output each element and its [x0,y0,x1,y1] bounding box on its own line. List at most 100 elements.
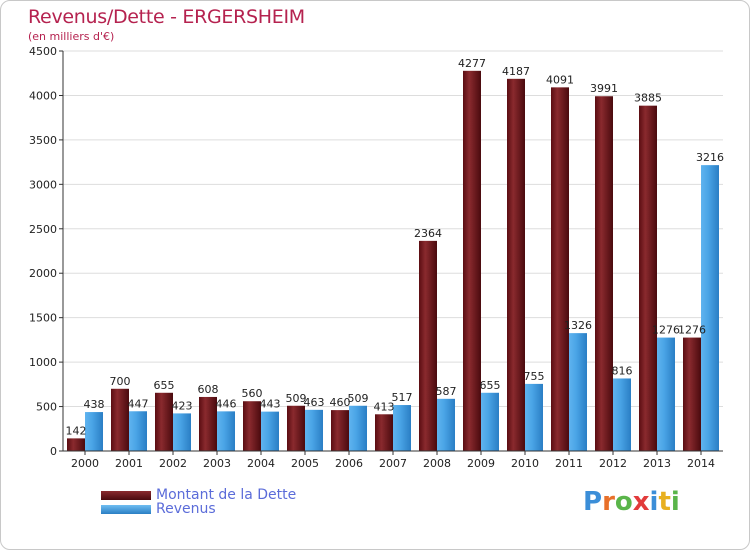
legend-item-dette: Montant de la Dette [101,487,296,503]
bar-revenus [657,337,675,451]
bar-revenus [129,411,147,451]
logo-letter: i [670,487,680,517]
x-tick-label: 2002 [159,457,187,470]
logo-letter: o [614,487,633,517]
x-tick-label: 2001 [115,457,143,470]
bar-revenus [217,411,235,451]
data-label-revenus: 443 [260,398,281,411]
bar-dette [243,401,261,451]
data-label-revenus: 438 [84,398,105,411]
bar-dette [287,405,305,451]
y-tick-label: 1500 [29,312,57,325]
x-tick-label: 2007 [379,457,407,470]
y-tick-label: 2000 [29,267,57,280]
logo-letter: r [602,487,615,517]
legend-label-revenus: Revenus [156,501,216,517]
data-label-revenus: 755 [524,370,545,383]
legend-item-revenus: Revenus [101,501,216,517]
data-label-revenus: 517 [392,391,413,404]
x-tick-label: 2008 [423,457,451,470]
logo-letter: i [649,487,659,517]
data-label-revenus: 447 [128,397,149,410]
bar-revenus [437,398,455,451]
data-label-dette: 3885 [634,92,662,105]
data-label-dette: 4091 [546,73,574,86]
bars [67,70,719,452]
bar-dette [463,70,481,452]
data-label-dette: 2364 [414,227,442,240]
data-label-revenus: 463 [304,396,325,409]
bar-dette [683,337,701,451]
x-tick-label: 2012 [599,457,627,470]
bar-dette [67,438,85,451]
data-label-dette: 655 [154,379,175,392]
x-tick-label: 2005 [291,457,319,470]
data-label-revenus: 509 [348,392,369,405]
y-tick-label: 1000 [29,356,57,369]
x-tick-label: 2006 [335,457,363,470]
data-label-dette: 608 [198,383,219,396]
bar-dette [111,388,129,451]
legend-swatch-dette [101,490,151,500]
data-label-revenus: 1276 [652,324,680,337]
bar-revenus [305,409,323,451]
x-tick-label: 2009 [467,457,495,470]
bar-revenus [481,392,499,451]
data-label-dette: 509 [286,392,307,405]
bar-revenus [85,412,103,451]
bar-revenus [393,405,411,451]
bar-revenus [349,405,367,451]
bar-dette [331,410,349,451]
y-tick-label: 3500 [29,134,57,147]
bar-dette [551,87,569,451]
data-label-dette: 3991 [590,82,618,95]
bar-dette [639,105,657,452]
y-tick-label: 4500 [29,45,57,58]
legend-swatch-revenus [101,504,151,514]
chart-title: Revenus/Dette - ERGERSHEIM [28,6,305,28]
x-tick-label: 2003 [203,457,231,470]
bar-revenus [525,383,543,451]
data-label-revenus: 1326 [564,319,592,332]
legend-label-dette: Montant de la Dette [156,487,297,503]
bar-dette [199,396,217,451]
data-label-dette: 560 [242,387,263,400]
data-label-dette: 460 [330,396,351,409]
bar-dette [419,240,437,451]
data-label-revenus: 816 [612,364,633,377]
data-label-dette: 4277 [458,57,486,70]
y-tick-label: 4000 [29,89,57,102]
axes: 0 500 1000 1500 2000 2500 3000 3500 4000 4500 2000… [29,45,723,470]
y-tick-label: 500 [36,401,57,414]
bar-dette [375,414,393,451]
data-label-dette: 4187 [502,65,530,78]
x-tick-label: 2004 [247,457,275,470]
data-label-revenus: 446 [216,397,237,410]
chart-subtitle: (en milliers d'€) [28,30,115,43]
y-tick-label: 3000 [29,178,57,191]
data-label-revenus: 423 [172,399,193,412]
data-label-revenus: 3216 [696,151,724,164]
data-label-revenus: 587 [436,385,457,398]
logo-letter: t [658,487,671,517]
x-tick-label: 2000 [71,457,99,470]
x-tick-label: 2010 [511,457,539,470]
bar-dette [595,96,613,451]
data-label-dette: 142 [66,424,87,437]
x-tick-label: 2014 [687,457,715,470]
grid-lines [63,50,723,408]
y-tick-label: 0 [50,445,57,458]
bar-revenus [701,165,719,451]
bar-revenus [613,378,631,451]
x-tick-label: 2013 [643,457,671,470]
data-label-dette: 1276 [678,324,706,337]
y-tick-label: 2500 [29,223,57,236]
data-label-dette: 700 [110,375,131,388]
logo-letter: x [632,487,650,517]
bar-revenus [261,411,279,451]
logo-letter: P [583,487,603,517]
data-label-revenus: 655 [480,379,501,392]
